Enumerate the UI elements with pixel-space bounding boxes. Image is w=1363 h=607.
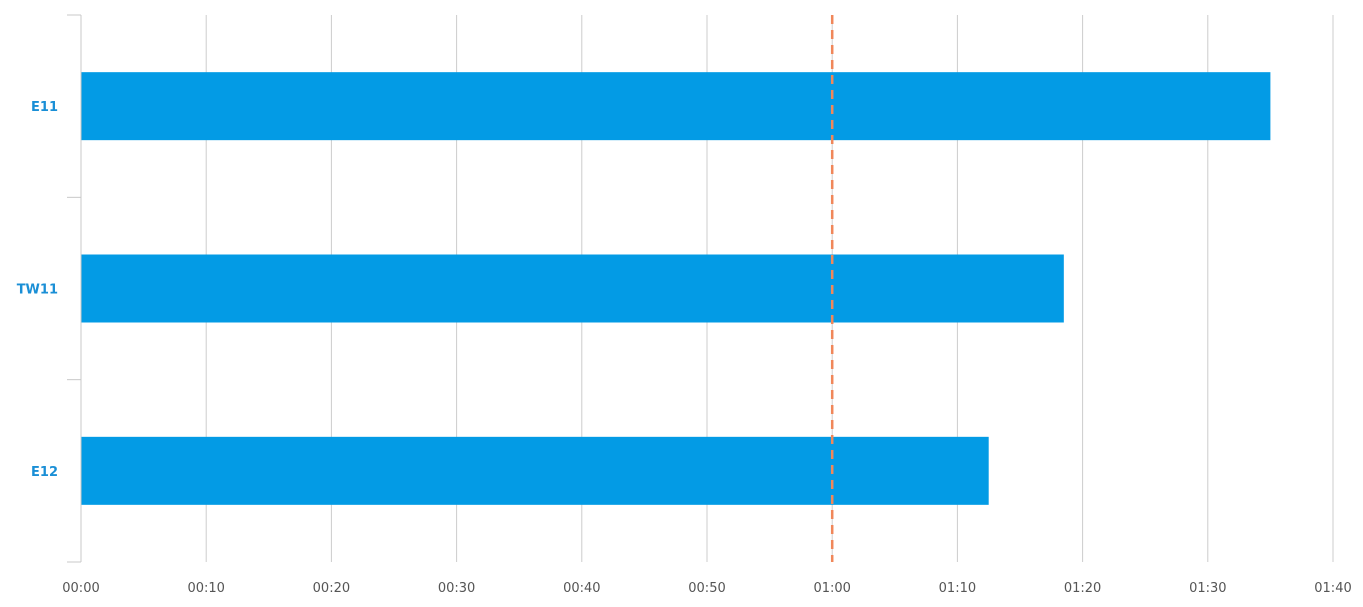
x-tick-label-9: 01:30 [1189,581,1226,596]
category-label-e12: E12 [31,465,58,480]
category-label-e11: E11 [31,100,58,115]
category-label-tw11: TW11 [17,283,58,298]
bar-e11[interactable] [81,72,1271,141]
x-tick-label-10: 01:40 [1314,581,1351,596]
x-tick-label-5: 00:50 [688,581,725,596]
x-tick-label-4: 00:40 [563,581,600,596]
x-tick-label-1: 00:10 [187,581,224,596]
x-tick-label-8: 01:20 [1064,581,1101,596]
x-tick-label-0: 00:00 [62,581,99,596]
bars [81,72,1271,505]
labels: 00:00 00:10 00:20 00:30 00:40 00:50 01:00 01:10… [17,100,1352,596]
x-tick-label-2: 00:20 [313,581,350,596]
x-tick-label-6: 01:00 [813,581,850,596]
bar-tw11[interactable] [81,254,1064,323]
axes [67,14,82,563]
x-tick-label-3: 00:30 [438,581,475,596]
bar-e12[interactable] [81,436,989,505]
x-tick-label-7: 01:10 [939,581,976,596]
